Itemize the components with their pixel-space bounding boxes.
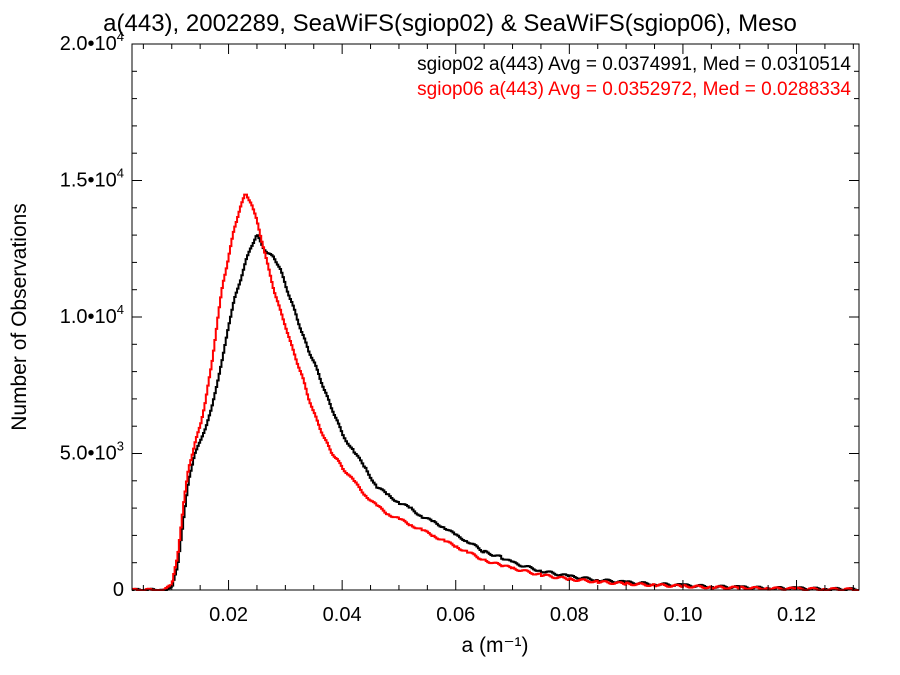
x-tick-label: 0.08 (550, 604, 589, 626)
plot-frame (131, 43, 860, 591)
y-tick-label: 1.0•104 (60, 302, 124, 328)
x-axis-ticks: 0.02 0.04 0.06 0.08 0.10 0.12 (142, 44, 854, 626)
x-tick-label: 0.04 (323, 604, 362, 626)
x-tick-label: 0.10 (663, 604, 702, 626)
y-axis-ticks: 0 5.0•103 1.0•104 1.5•104 2.0•104 (60, 29, 859, 601)
x-tick-label: 0.02 (209, 604, 248, 626)
x-axis-label: a (m⁻¹) (461, 634, 528, 657)
x-tick-label: 0.12 (777, 604, 816, 626)
legend-entry-sgiop06: sgiop06 a(443) Avg = 0.0352972, Med = 0.… (417, 79, 851, 100)
y-tick-label: 5.0•103 (60, 439, 124, 465)
series-line-sgiop02 (132, 234, 859, 591)
legend: sgiop02 a(443) Avg = 0.0374991, Med = 0.… (417, 54, 851, 100)
series-line-sgiop06 (132, 193, 859, 591)
x-tick-label: 0.06 (436, 604, 475, 626)
y-tick-label: 2.0•104 (60, 29, 124, 55)
chart-title: a(443), 2002289, SeaWiFS(sgiop02) & SeaW… (103, 10, 797, 37)
y-tick-label: 1.5•104 (60, 166, 124, 192)
y-axis-label: Number of Observations (8, 203, 31, 431)
y-tick-label: 0 (113, 579, 124, 601)
plot-series (132, 193, 859, 591)
legend-entry-sgiop02: sgiop02 a(443) Avg = 0.0374991, Med = 0.… (417, 54, 851, 75)
